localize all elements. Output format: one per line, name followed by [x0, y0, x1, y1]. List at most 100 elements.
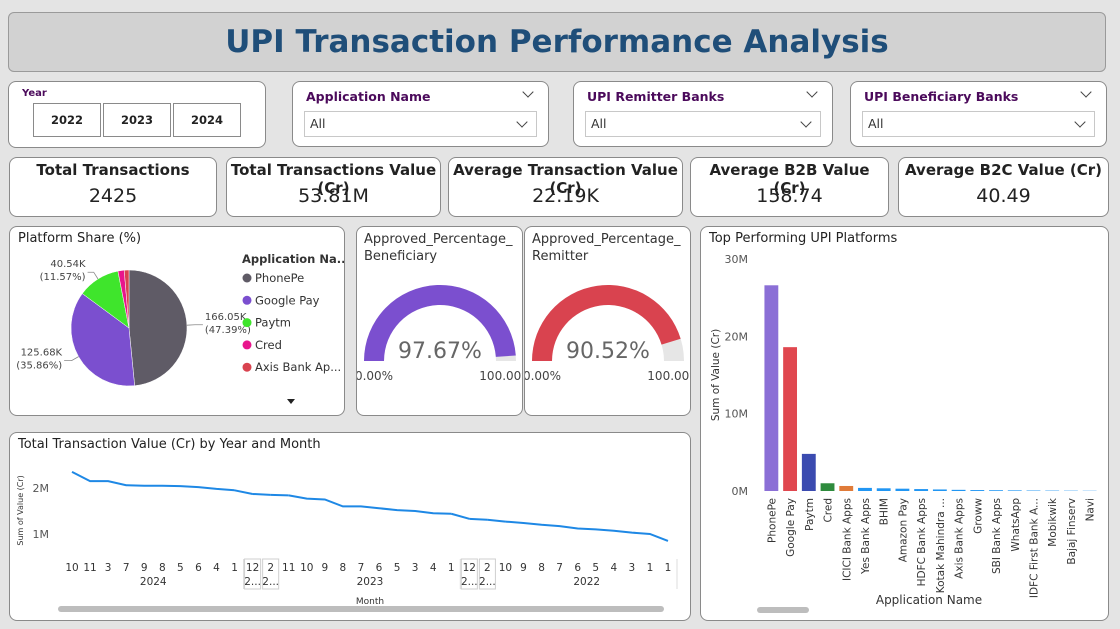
gauge-chart: 90.52% 0.00% 100.00% — [525, 285, 691, 383]
x-tick-label: 1 — [647, 562, 654, 574]
x-tick-label: 6 — [574, 562, 581, 574]
legend-marker — [242, 340, 252, 350]
pie-chart: 166.05K (47.39%) 125.68K (35.86%) 40.54K (11.… — [16, 252, 344, 404]
x-tick-label: 4 — [213, 562, 220, 574]
year-label: 2023 — [357, 576, 384, 588]
x-tick-label: 10 — [65, 562, 78, 574]
x-tick-label: 7 — [123, 562, 130, 574]
slicer-label: UPI Remitter Banks — [587, 89, 725, 104]
kpi-label: Total Transactions Value (Cr) — [230, 161, 437, 197]
x-tick-label: HDFC Bank Apps — [916, 498, 928, 586]
x-tick-label: 5 — [394, 562, 401, 574]
year-label: 2022 — [573, 576, 600, 588]
x-tick-label: 6 — [376, 562, 383, 574]
x-tick-label: IDFC First Bank A... — [1028, 498, 1040, 598]
year-button[interactable]: 2022 — [33, 103, 101, 137]
x-tick-label: Mobikwik — [1047, 497, 1059, 547]
y-tick-label: 30M — [725, 253, 749, 266]
line-series — [71, 471, 235, 492]
group-box — [460, 558, 478, 590]
pie-slice — [128, 269, 188, 386]
x-tick-label: 8 — [538, 562, 545, 574]
chevron — [1074, 116, 1086, 128]
chevron[interactable] — [1080, 86, 1092, 98]
x-tick-label: 2 — [484, 562, 491, 574]
kpi-card: Average B2B Value (Cr) 158.74 — [690, 157, 889, 217]
dropdown-slicer: UPI Remitter Banks All — [573, 81, 833, 147]
leader-line — [87, 271, 99, 280]
y-tick-label: 0M — [732, 485, 749, 498]
kpi-label: Total Transactions — [36, 161, 190, 179]
x-tick-label: WhatsApp — [1010, 498, 1022, 552]
chevron — [516, 116, 528, 128]
dropdown-slicer: Application Name All — [292, 81, 549, 147]
chart-title: Top Performing UPI Platforms — [709, 231, 898, 246]
slicer-label: Year — [22, 88, 47, 99]
x-tick-label: 9 — [520, 562, 527, 574]
x-tick-label: 2 — [267, 562, 274, 574]
gauge-card: 97.67% 0.00% 100.00% Approved_Percentage_B… — [356, 226, 523, 416]
legend-marker — [242, 273, 252, 283]
year-label: 2... — [479, 576, 496, 588]
data-label: 166.05K — [205, 312, 247, 323]
bar — [820, 483, 835, 491]
x-tick-label: 1 — [448, 562, 455, 574]
bar — [914, 489, 929, 491]
kpi-value: 22.19K — [532, 185, 599, 207]
x-tick-label: 11 — [83, 562, 96, 574]
x-axis-label: Month — [356, 597, 384, 607]
bar — [839, 485, 854, 491]
bar — [876, 488, 891, 491]
legend-marker — [242, 362, 252, 372]
pie-slice — [123, 269, 130, 329]
dropdown[interactable]: All — [862, 111, 1095, 137]
year-label: 2... — [262, 576, 279, 588]
bar — [951, 489, 966, 491]
dropdown[interactable]: All — [304, 111, 537, 137]
bar — [801, 453, 816, 491]
legend-label: Axis Bank Ap... — [255, 360, 341, 374]
gauge-value: 97.67% — [398, 339, 482, 364]
group-box — [244, 558, 262, 590]
dropdown-value: All — [868, 116, 884, 131]
legend-label: Cred — [255, 338, 282, 352]
x-tick-label: 6 — [195, 562, 202, 574]
year-label: 2024 — [140, 576, 167, 588]
percent-label: (47.39%) — [205, 325, 251, 336]
pie-card: 166.05K (47.39%) 125.68K (35.86%) 40.54K (11.… — [9, 226, 345, 416]
legend-marker — [242, 318, 252, 328]
line-connector — [469, 517, 488, 521]
x-tick-label: Amazon Pay — [897, 498, 909, 562]
leader-line — [64, 356, 79, 362]
chevron — [800, 116, 812, 128]
kpi-card: Average Transaction Value (Cr) 22.19K — [448, 157, 683, 217]
bar-chart: 0M 10M 20M 30M PhonePe Google Pay Paytm Cred ICI… — [710, 253, 1097, 613]
x-tick-label: Groww — [972, 498, 984, 534]
gauge-tick-label: 100.00% — [479, 369, 523, 383]
bar — [764, 285, 779, 491]
x-tick-label: 9 — [321, 562, 328, 574]
chevron[interactable] — [806, 86, 818, 98]
x-tick-label: 3 — [105, 562, 112, 574]
x-tick-label: 4 — [430, 562, 437, 574]
x-tick-label: Bajaj Finserv — [1066, 498, 1078, 565]
x-tick-label: Cred — [823, 498, 835, 523]
gauge-tick-label: 100.00% — [647, 369, 691, 383]
gauge-tick-label: 0.00% — [357, 369, 393, 383]
x-tick-label: Yes Bank Apps — [860, 498, 872, 575]
dropdown[interactable]: All — [585, 111, 821, 137]
chevron[interactable] — [522, 86, 534, 98]
year-button[interactable]: 2024 — [173, 103, 241, 137]
y-tick-label: 2M — [33, 482, 50, 495]
year-button[interactable]: 2023 — [103, 103, 171, 137]
line-series — [505, 520, 669, 542]
legend-label: PhonePe — [255, 271, 304, 285]
x-tick-label: 5 — [177, 562, 184, 574]
kpi-value: 2425 — [88, 185, 138, 207]
kpi-value: 53.81M — [298, 185, 369, 207]
y-axis-label: Sum of Value (Cr) — [16, 475, 25, 545]
x-tick-label: 5 — [592, 562, 599, 574]
line-card: 1M 2M 10 11 3 7 9 8 5 6 4 1 2024 12 2... 2 2... 11 10 9 8 7 6 5… — [9, 432, 691, 621]
x-tick-label: 10 — [300, 562, 313, 574]
